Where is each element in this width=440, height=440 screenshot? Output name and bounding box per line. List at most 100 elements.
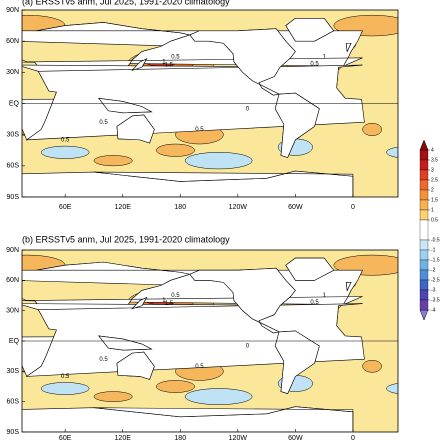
lat-label: 90S: [7, 194, 20, 201]
colorbar-bottom: [419, 309, 429, 321]
land: [116, 114, 155, 144]
lat-label: 60N: [6, 277, 19, 284]
colorbar-label: -4: [431, 307, 436, 313]
colorbar-label: 3: [431, 167, 434, 173]
lat-label: 60S: [7, 163, 20, 170]
contour-label: 0.5: [171, 54, 180, 60]
lon-label: 60E: [59, 435, 72, 440]
contour-label: 0.5: [171, 293, 180, 299]
colorbar-band: [419, 219, 429, 241]
contour-label: 1: [162, 298, 166, 304]
anomaly-region: [386, 146, 398, 158]
contour-label: 1.5: [165, 301, 174, 307]
anomaly-region: [410, 117, 440, 132]
panel-title: (a) ERSSTv5 anm, Jul 2025, 1991-2020 cli…: [22, 0, 230, 6]
colorbar-label: -1.5: [431, 257, 440, 263]
anomaly-region: [0, 108, 3, 120]
land: [131, 58, 148, 71]
colorbar-band: [419, 239, 429, 251]
lon-label: 120E: [115, 435, 132, 440]
lon-label: 60W: [288, 204, 303, 211]
colorbar-label: 4: [431, 147, 434, 153]
contour-label: 0: [246, 344, 250, 350]
lon-label: 120E: [115, 204, 132, 211]
contour-label: 0.5: [61, 137, 70, 143]
land: [345, 42, 352, 53]
land: [189, 267, 296, 334]
colorbar-band: [419, 179, 429, 191]
colorbar-label: 2: [431, 187, 434, 193]
anomaly-region: [40, 382, 90, 395]
lon-label: 60E: [59, 204, 72, 211]
colorbar-band: [419, 259, 429, 271]
anomaly-region: [410, 354, 440, 368]
colorbar-label: -3.5: [431, 297, 440, 303]
colorbar-label: -1: [431, 247, 436, 253]
lat-label: 30N: [6, 308, 19, 315]
anomaly-region: [156, 380, 195, 393]
lon-label: 120W: [229, 204, 248, 211]
lon-label: 180: [174, 435, 186, 440]
land: [93, 406, 354, 432]
colorbar-band: [419, 149, 429, 161]
anomaly-region: [386, 383, 398, 394]
land: [93, 170, 354, 197]
colorbar-label: -2.5: [431, 277, 440, 283]
lon-label: 0: [351, 204, 355, 211]
colorbar-label: 1.5: [431, 197, 438, 203]
contour-label: 1.5: [165, 63, 174, 69]
colorbar-band: [419, 289, 429, 301]
anomaly-region: [184, 388, 253, 405]
lat-label: EQ: [9, 338, 20, 345]
colorbar-band: [419, 189, 429, 201]
lat-label: EQ: [9, 100, 20, 107]
land: [98, 335, 153, 351]
lat-label: 90S: [7, 429, 20, 436]
map: [0, 10, 440, 197]
colorbar-label: -0.5: [431, 237, 440, 243]
colorbar-band: [419, 199, 429, 211]
lon-label: 120W: [229, 435, 248, 440]
contour-label: 0.5: [61, 374, 70, 380]
anomaly-region: [362, 122, 382, 136]
anomaly-region: [362, 359, 382, 373]
lon-label: 180: [174, 204, 186, 211]
lat-label: 30S: [7, 132, 20, 139]
anomaly-region: [93, 155, 133, 167]
colorbar-label: 2.5: [431, 177, 438, 183]
contour-label: 0.5: [195, 127, 204, 133]
contour-label: 0.5: [310, 62, 319, 68]
land: [285, 257, 335, 281]
colorbar-label: -2: [431, 267, 436, 273]
contour-label: 0.5: [99, 357, 108, 363]
contour-label: 0.5: [99, 120, 108, 126]
colorbar-band: [419, 249, 429, 261]
lon-label: 60W: [288, 435, 303, 440]
colorbar-band: [419, 299, 429, 311]
contour-label: 0: [246, 106, 250, 112]
colorbar-band: [419, 269, 429, 281]
lat-label: 90N: [6, 7, 19, 14]
anomaly-region: [40, 145, 90, 159]
contour-label: 1: [322, 293, 326, 299]
colorbar-label: 1: [431, 207, 434, 213]
land: [285, 18, 335, 42]
land: [274, 330, 320, 394]
anomaly-region: [184, 152, 253, 170]
contour-label: 1: [162, 60, 166, 66]
panel-title: (b) ERSSTv5 anm, Jul 2025, 1991-2020 cli…: [22, 234, 230, 244]
anomaly-region: [93, 391, 133, 402]
land: [116, 351, 155, 380]
lat-label: 60N: [6, 38, 19, 45]
colorbar-band: [419, 279, 429, 291]
colorbar-band: [419, 169, 429, 181]
contour-label: 1: [322, 54, 326, 60]
land: [345, 282, 352, 292]
colorbar-label: 3.5: [431, 157, 438, 163]
colorbar-band: [419, 209, 429, 221]
lon-label: 0: [351, 435, 355, 440]
map: [22, 250, 440, 432]
land: [25, 303, 365, 377]
colorbar-label: -3: [431, 287, 436, 293]
